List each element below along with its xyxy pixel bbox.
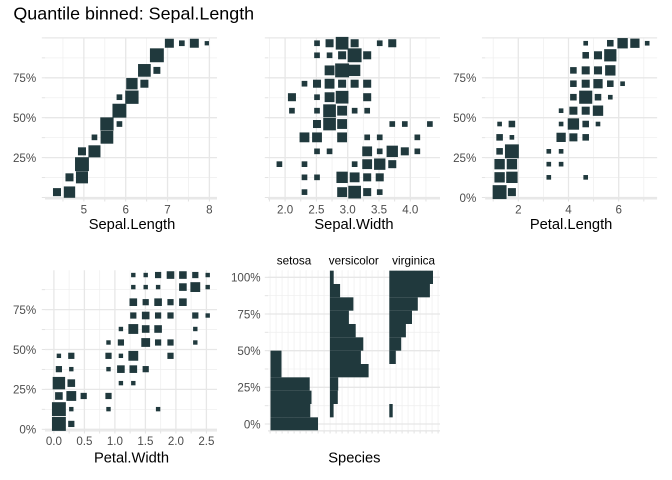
- svg-text:50%: 50%: [237, 345, 260, 358]
- svg-text:6: 6: [615, 204, 621, 217]
- svg-text:Sepal.Length: Sepal.Length: [89, 217, 176, 233]
- svg-text:7: 7: [164, 204, 170, 217]
- svg-text:Petal.Width: Petal.Width: [94, 450, 169, 466]
- svg-text:75%: 75%: [453, 72, 476, 85]
- svg-text:0%: 0%: [19, 424, 36, 437]
- svg-text:2.0: 2.0: [277, 204, 293, 217]
- svg-text:Sepal.Width: Sepal.Width: [314, 217, 393, 233]
- svg-text:virginica: virginica: [392, 255, 435, 268]
- svg-text:4: 4: [565, 204, 572, 217]
- svg-text:1.0: 1.0: [107, 435, 123, 448]
- svg-text:0%: 0%: [460, 192, 477, 205]
- svg-text:1.5: 1.5: [137, 435, 153, 448]
- svg-text:3.0: 3.0: [340, 204, 356, 217]
- svg-text:50%: 50%: [13, 344, 36, 357]
- svg-text:25%: 25%: [453, 152, 476, 165]
- svg-text:0.0: 0.0: [46, 435, 62, 448]
- svg-text:50%: 50%: [13, 112, 36, 125]
- svg-text:6: 6: [122, 204, 128, 217]
- svg-text:25%: 25%: [13, 152, 36, 165]
- svg-text:75%: 75%: [13, 72, 36, 85]
- svg-text:2: 2: [515, 204, 521, 217]
- svg-text:25%: 25%: [237, 382, 260, 395]
- svg-text:Species: Species: [328, 450, 380, 466]
- svg-text:2.5: 2.5: [198, 435, 214, 448]
- svg-text:100%: 100%: [231, 272, 261, 285]
- svg-text:4.0: 4.0: [402, 204, 418, 217]
- svg-text:3.5: 3.5: [371, 204, 387, 217]
- svg-text:2.5: 2.5: [308, 204, 324, 217]
- svg-text:setosa: setosa: [277, 255, 312, 268]
- svg-text:0%: 0%: [244, 418, 261, 431]
- svg-text:50%: 50%: [453, 112, 476, 125]
- svg-text:versicolor: versicolor: [329, 255, 379, 268]
- svg-text:Quantile binned: Sepal.Length: Quantile binned: Sepal.Length: [13, 4, 254, 24]
- svg-text:5: 5: [81, 204, 87, 217]
- svg-text:8: 8: [206, 204, 212, 217]
- svg-text:25%: 25%: [13, 384, 36, 397]
- svg-text:0.5: 0.5: [76, 435, 92, 448]
- svg-text:75%: 75%: [13, 304, 36, 317]
- svg-text:2.0: 2.0: [168, 435, 184, 448]
- svg-text:Petal.Length: Petal.Length: [530, 217, 612, 233]
- svg-text:75%: 75%: [237, 308, 260, 321]
